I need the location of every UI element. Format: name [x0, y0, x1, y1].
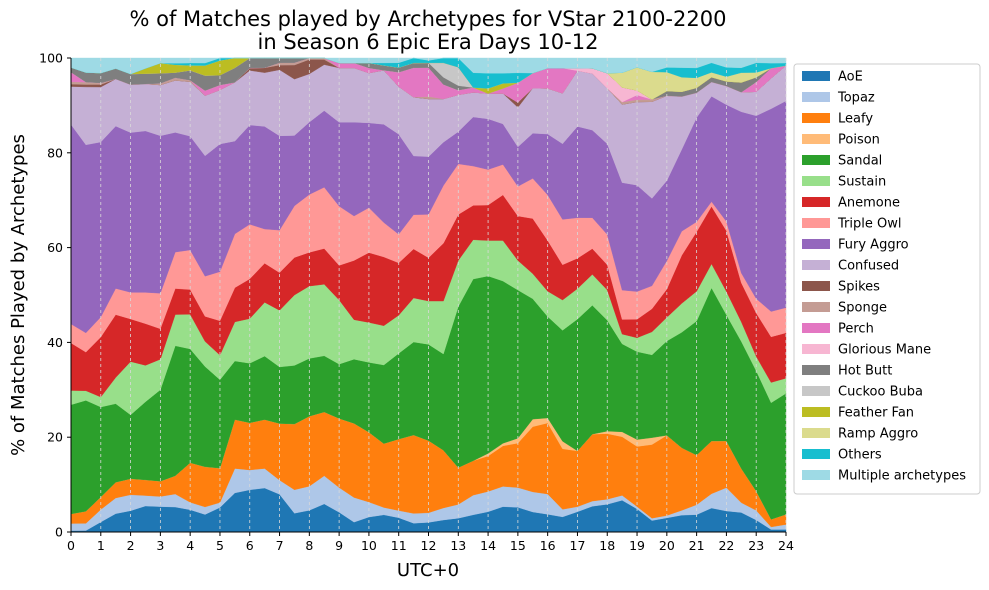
- legend-label-triple-owl: Triple Owl: [837, 217, 901, 232]
- legend-label-fury-aggro: Fury Aggro: [838, 238, 909, 253]
- legend-swatch-poison: [802, 134, 830, 144]
- y-tick-label: 100: [39, 51, 63, 66]
- x-tick-label: 17: [570, 538, 586, 553]
- legend-label-hot-butt: Hot Butt: [838, 364, 892, 379]
- legend-swatch-ramp-aggro: [802, 428, 830, 438]
- x-tick-label: 7: [276, 538, 284, 553]
- y-tick-label: 80: [47, 145, 63, 160]
- x-tick-label: 4: [186, 538, 194, 553]
- legend-swatch-multiple-archetypes: [802, 470, 830, 480]
- legend-swatch-topaz: [802, 92, 830, 102]
- x-tick-label: 23: [748, 538, 764, 553]
- chart-title-line-2: in Season 6 Epic Era Days 10-12: [258, 30, 599, 54]
- legend-swatch-sandal: [802, 155, 830, 165]
- x-tick-label: 13: [450, 538, 466, 553]
- x-tick-label: 19: [629, 538, 645, 553]
- x-tick-label: 12: [421, 538, 437, 553]
- x-tick-label: 2: [127, 538, 135, 553]
- legend-label-confused: Confused: [838, 259, 899, 274]
- x-tick-label: 0: [67, 538, 75, 553]
- x-tick-label: 14: [480, 538, 496, 553]
- legend-label-ramp-aggro: Ramp Aggro: [838, 427, 918, 442]
- legend-label-leafy: Leafy: [838, 112, 873, 127]
- x-tick-label: 5: [216, 538, 224, 553]
- legend-label-aoe: AoE: [838, 70, 863, 85]
- chart-title-line-1: % of Matches played by Archetypes for VS…: [130, 7, 727, 31]
- x-tick-label: 16: [540, 538, 556, 553]
- x-tick-label: 22: [718, 538, 734, 553]
- legend-swatch-aoe: [802, 71, 830, 81]
- legend: AoE Topaz Leafy Poison Sandal Sustain Anemone T…: [793, 63, 981, 495]
- legend-swatch-confused: [802, 260, 830, 270]
- legend-swatch-leafy: [802, 113, 830, 123]
- x-tick-label: 9: [335, 538, 343, 553]
- y-tick-label: 40: [47, 335, 63, 350]
- legend-swatch-spikes: [802, 281, 830, 291]
- legend-label-feather-fan: Feather Fan: [838, 406, 914, 421]
- legend-box: [793, 63, 981, 495]
- legend-swatch-triple-owl: [802, 218, 830, 228]
- x-tick-label: 1: [97, 538, 105, 553]
- y-tick-label: 0: [55, 525, 63, 540]
- legend-swatch-glorious-mane: [802, 344, 830, 354]
- x-axis-ticks: 0 1 2 3 4 5 6 7 8 9 10 11 12 13 14 15 16 17 18 19 20 21 22 23 24: [67, 532, 794, 553]
- legend-label-spikes: Spikes: [838, 280, 880, 295]
- legend-swatch-perch: [802, 323, 830, 333]
- legend-swatch-feather-fan: [802, 407, 830, 417]
- legend-label-sustain: Sustain: [838, 175, 886, 190]
- legend-label-cuckoo-buba: Cuckoo Buba: [838, 385, 923, 400]
- legend-label-glorious-mane: Glorious Mane: [838, 343, 931, 358]
- x-tick-label: 24: [778, 538, 794, 553]
- x-tick-label: 11: [391, 538, 407, 553]
- legend-swatch-fury-aggro: [802, 239, 830, 249]
- x-tick-label: 6: [246, 538, 254, 553]
- legend-swatch-sponge: [802, 302, 830, 312]
- y-tick-label: 20: [47, 430, 63, 445]
- x-tick-label: 20: [659, 538, 675, 553]
- x-tick-label: 8: [305, 538, 313, 553]
- legend-label-topaz: Topaz: [837, 91, 875, 106]
- area-multiple-archetypes: [70, 57, 787, 75]
- legend-label-anemone: Anemone: [838, 196, 900, 211]
- legend-label-sandal: Sandal: [838, 154, 882, 169]
- legend-label-multiple-archetypes: Multiple archetypes: [838, 469, 966, 484]
- legend-label-others: Others: [838, 448, 882, 463]
- x-tick-label: 3: [156, 538, 164, 553]
- x-tick-label: 21: [689, 538, 705, 553]
- legend-label-perch: Perch: [838, 322, 874, 337]
- legend-swatch-anemone: [802, 197, 830, 207]
- y-tick-label: 60: [47, 240, 63, 255]
- x-axis-label: UTC+0: [397, 560, 459, 581]
- legend-swatch-others: [802, 449, 830, 459]
- legend-label-sponge: Sponge: [838, 301, 887, 316]
- y-axis-label: % of Matches Played by Archetypes: [8, 134, 29, 456]
- y-axis-ticks: 0 20 40 60 80 100: [39, 51, 71, 540]
- vertical-gridlines: [70, 58, 787, 532]
- x-tick-label: 18: [599, 538, 615, 553]
- legend-swatch-hot-butt: [802, 365, 830, 375]
- legend-swatch-sustain: [802, 176, 830, 186]
- legend-label-poison: Poison: [838, 133, 880, 148]
- x-tick-label: 15: [510, 538, 526, 553]
- x-tick-label: 10: [361, 538, 377, 553]
- legend-swatch-cuckoo-buba: [802, 386, 830, 396]
